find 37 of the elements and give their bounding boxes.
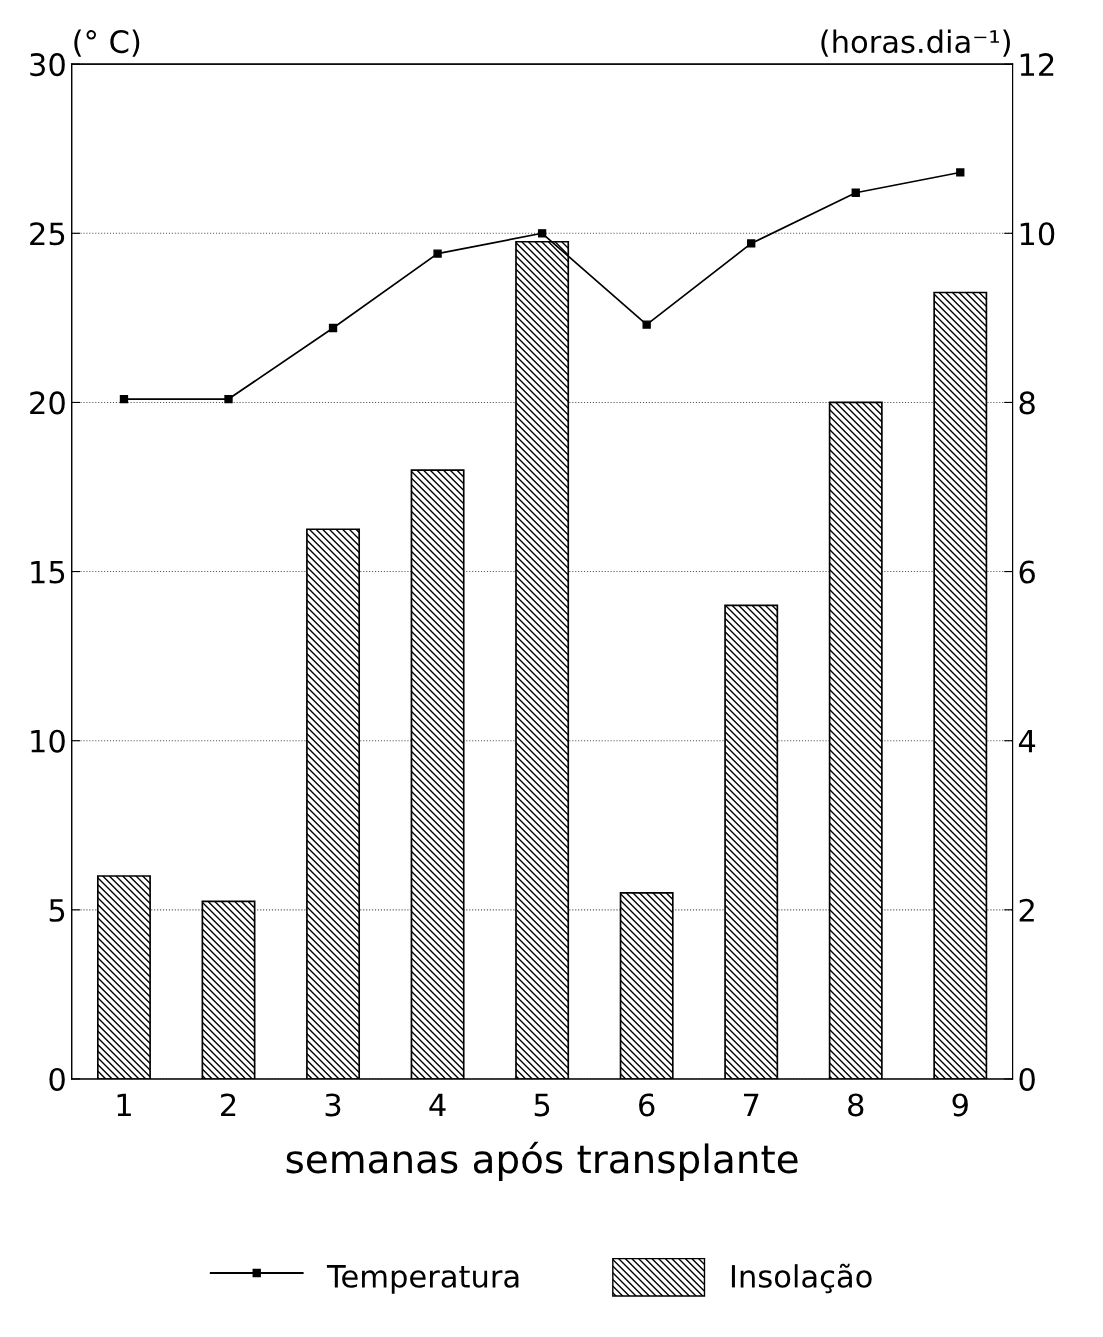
point xyxy=(328,323,338,333)
y-tick-label: 0 xyxy=(49,1067,65,1091)
y2-axis-title: (horas.dia⁻¹) xyxy=(821,29,1010,57)
y2-tick-label: 2 xyxy=(1019,898,1034,922)
x-axis-title: semanas após transplante xyxy=(286,1141,798,1182)
y-tick-label: 15 xyxy=(31,560,65,584)
y-tick-label: 10 xyxy=(31,729,65,753)
x-tick-label: 6 xyxy=(639,1093,655,1117)
point xyxy=(537,229,547,238)
point xyxy=(433,249,442,258)
x-tick-label: 5 xyxy=(534,1093,550,1117)
y2-tick-label: 12 xyxy=(1020,53,1054,76)
x-tick-label: 2 xyxy=(221,1093,236,1117)
y-tick-label: 25 xyxy=(30,222,65,246)
legend-label: Temperatura xyxy=(326,1265,519,1294)
point xyxy=(224,394,233,404)
y-tick-label: 5 xyxy=(49,899,65,922)
x-tick-label: 4 xyxy=(429,1093,446,1117)
y2-tick-label: 4 xyxy=(1018,730,1036,753)
legend-label: Insolação xyxy=(731,1263,872,1294)
y2-tick-label: 0 xyxy=(1019,1067,1035,1091)
point xyxy=(851,188,860,197)
point xyxy=(642,320,651,329)
point xyxy=(747,239,756,248)
x-tick-label: 8 xyxy=(848,1093,864,1117)
y2-tick-label: 8 xyxy=(1019,391,1035,415)
point xyxy=(956,168,965,177)
y-tick-label: 20 xyxy=(30,391,65,415)
x-tick-label: 9 xyxy=(952,1093,968,1117)
x-tick-label: 7 xyxy=(743,1093,759,1117)
y-tick-label: 30 xyxy=(30,53,65,77)
y2-tick-label: 10 xyxy=(1020,222,1055,246)
y-axis-title: (° C) xyxy=(74,29,140,57)
y2-tick-label: 6 xyxy=(1019,560,1035,584)
point xyxy=(119,394,129,404)
x-tick-label: 1 xyxy=(117,1093,131,1117)
x-tick-label: 3 xyxy=(325,1093,341,1117)
